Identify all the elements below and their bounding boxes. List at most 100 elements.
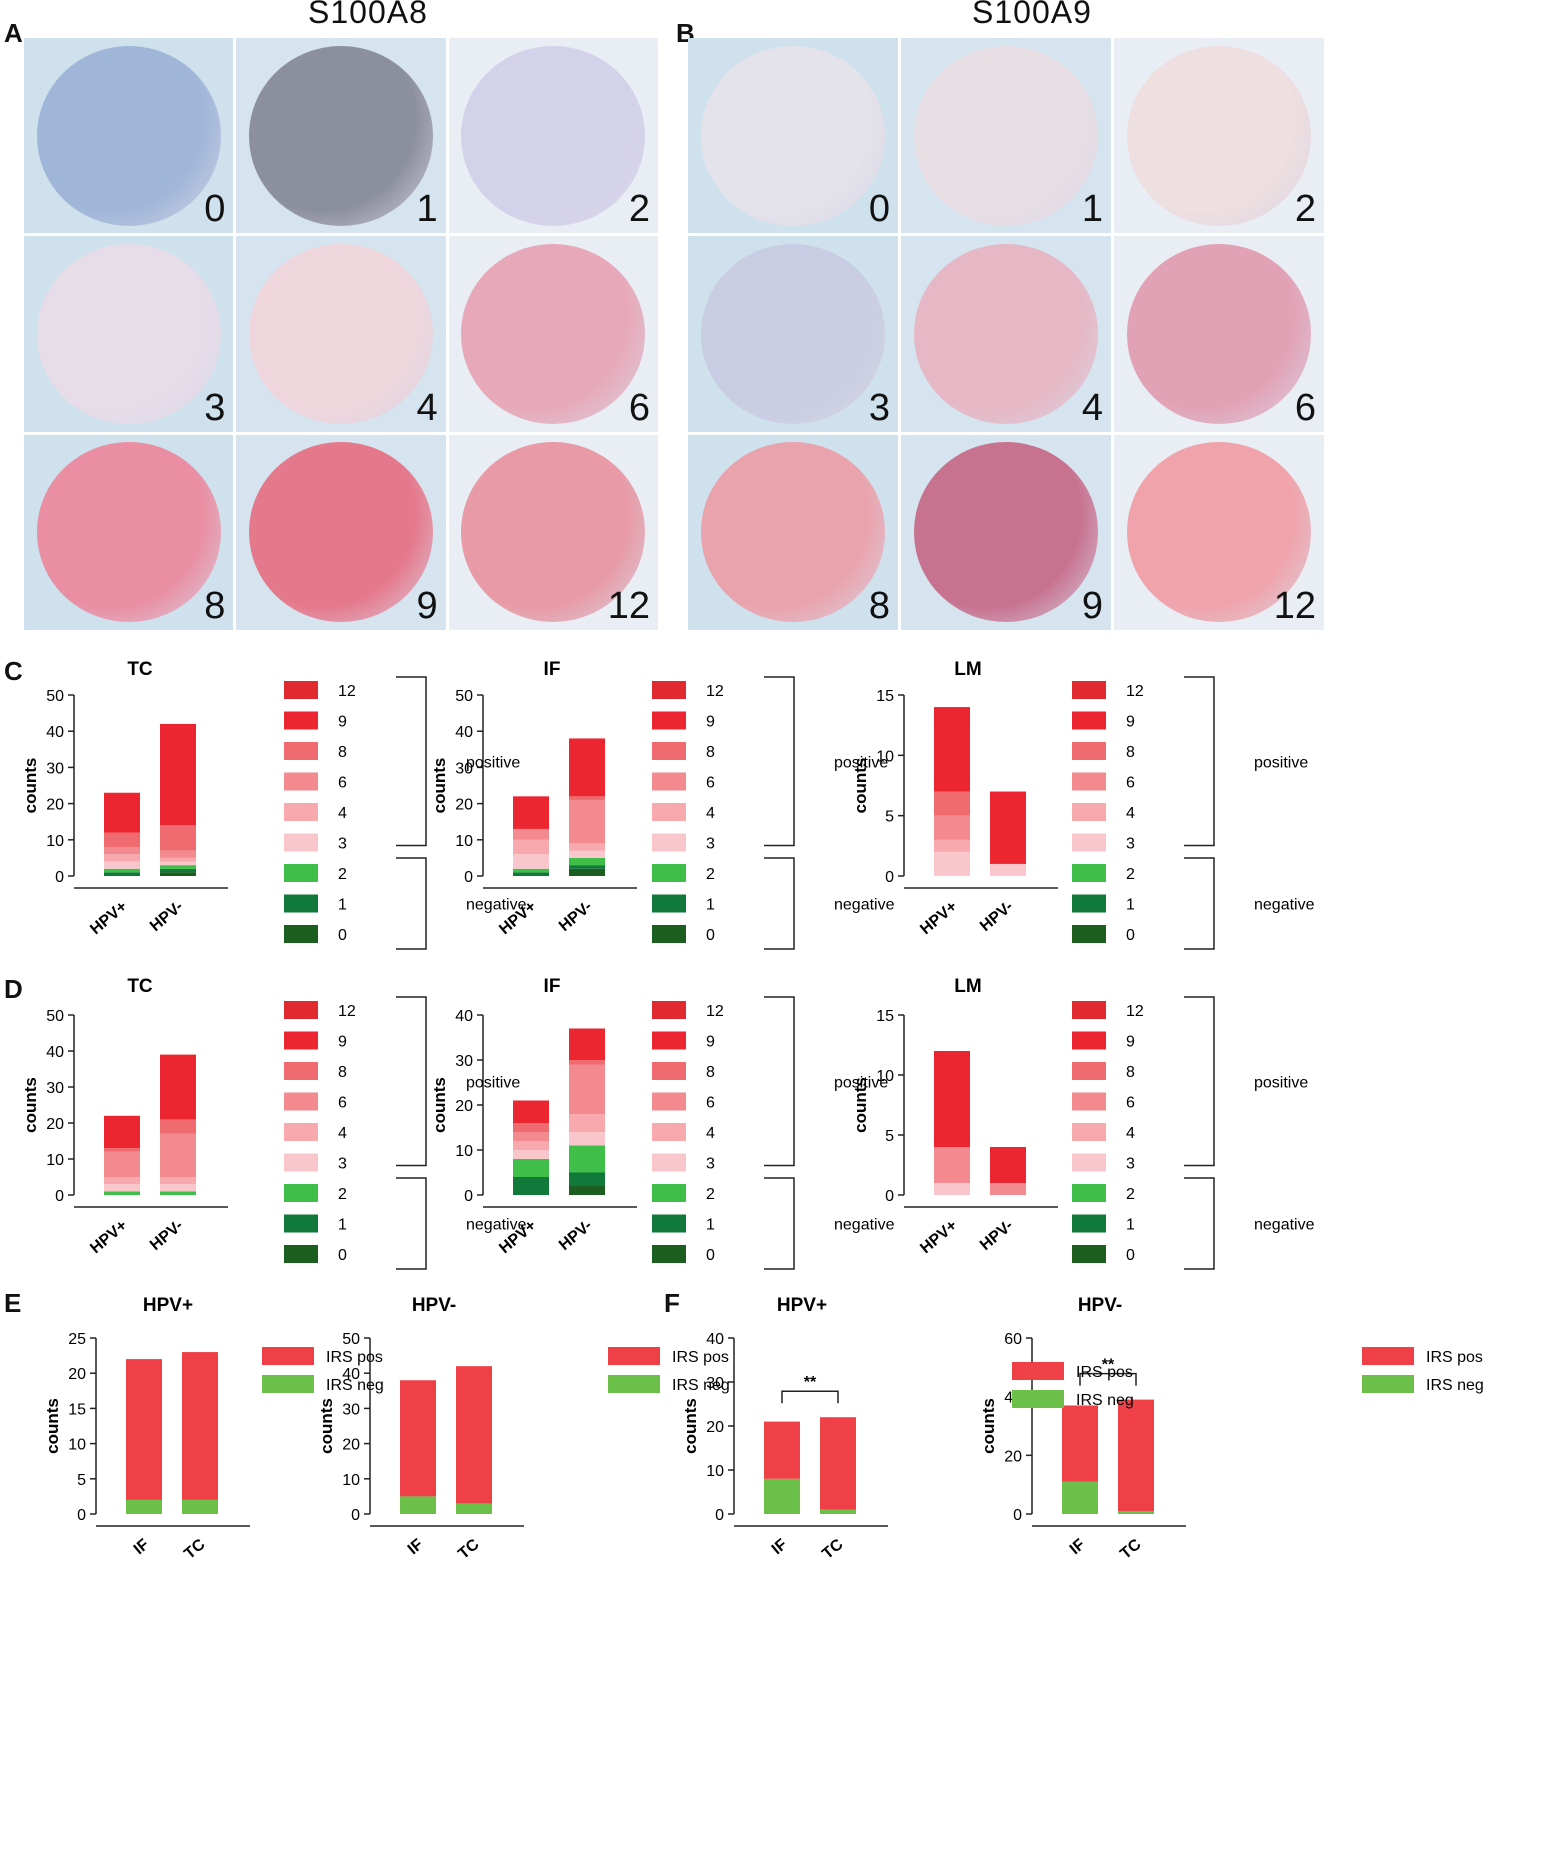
panel-a-tma-tile: 3	[24, 236, 234, 432]
panel-e-y-tick-label: 30	[342, 1401, 360, 1418]
panel-f-category-label: IF	[1067, 1536, 1089, 1558]
panel-b-tma-tile: 12	[1114, 434, 1324, 630]
panel-c-bar-segment	[160, 825, 196, 851]
panel-d-y-axis-label: counts	[430, 1077, 449, 1133]
panel-c-bar-segment	[513, 872, 549, 876]
panel-d-legend-swatch	[1072, 1153, 1106, 1172]
panel-c-category-label: HPV+	[87, 898, 130, 938]
panel-d-legend-swatch	[284, 1123, 318, 1141]
panel-e-y-axis-label: counts	[43, 1398, 62, 1454]
panel-d-bar-segment	[513, 1159, 549, 1177]
panel-f-y-tick-label: 20	[1004, 1448, 1022, 1465]
panel-c-category-label: HPV-	[147, 898, 187, 935]
panel-c-legend-label: 6	[1126, 775, 1135, 792]
panel-a-tissue-core-image	[248, 45, 434, 226]
panel-d-bar-segment	[104, 1115, 140, 1149]
panel-e-legend-swatch-irs-neg	[262, 1375, 314, 1393]
panel-b-tma-tile: 0	[688, 38, 898, 234]
panel-c-legend-swatch	[652, 681, 686, 699]
panel-c-y-tick-label: 20	[455, 797, 473, 814]
panel-c-bar-segment	[104, 792, 140, 833]
panel-d-bar-segment	[569, 1028, 605, 1060]
panel-d-category-label: HPV-	[977, 1217, 1017, 1254]
panel-a-marker-title: S100A8	[308, 0, 428, 30]
panel-d-bar-segment	[990, 1183, 1026, 1195]
panel-d-positive-bracket	[764, 996, 795, 1167]
panel-d-bar-segment	[934, 1183, 970, 1195]
panel-a-tma-tile: 0	[24, 38, 234, 234]
panel-d-legend-label: 9	[1126, 1034, 1135, 1051]
panel-c-legend-label: 8	[338, 744, 347, 761]
panel-c-chart-title: LM	[954, 659, 981, 680]
panel-e-legend-label-irs-pos: IRS pos	[672, 1349, 729, 1366]
panel-d-y-tick-label: 40	[46, 1044, 64, 1061]
panel-a-tma-tile: 9	[236, 434, 446, 630]
panel-a-irs-score-label: 12	[607, 584, 650, 627]
panel-b-tma-tile: 1	[901, 38, 1111, 234]
panel-d-legend-label: 9	[338, 1034, 347, 1051]
panel-d-bar-segment	[569, 1186, 605, 1195]
panel-f-y-tick-label: 0	[1013, 1507, 1022, 1524]
panel-a-tma-tile: 2	[448, 38, 658, 234]
panel-c-y-tick-label: 40	[455, 724, 473, 741]
panel-e-y-tick-label: 15	[68, 1401, 86, 1418]
panel-c-bar-segment	[160, 872, 196, 876]
panel-d-category-label: HPV+	[87, 1217, 130, 1257]
panel-d-bar-segment	[160, 1177, 196, 1185]
panel-d-negative-label: negative	[1254, 1217, 1315, 1234]
panel-b-tissue-core-image	[1126, 45, 1312, 226]
panel-d-legend-swatch	[284, 1092, 318, 1111]
panel-d-legend-label: 0	[1126, 1247, 1135, 1264]
panel-d-bar-segment	[513, 1150, 549, 1159]
panel-c-bar-segment	[934, 791, 970, 816]
panel-e-legend-swatch-irs-pos	[608, 1347, 660, 1365]
panel-c-bar-segment	[569, 738, 605, 797]
panel-c-bar-segment	[104, 861, 140, 869]
panel-c-bar-segment	[569, 799, 605, 844]
panel-c-legend-label: 3	[338, 836, 347, 853]
panel-b-tma-tile: 4	[901, 236, 1111, 432]
panel-d-bar-segment	[934, 1051, 970, 1147]
panel-f-y-axis-label: counts	[681, 1398, 700, 1454]
panel-d-bar-segment	[160, 1184, 196, 1192]
panel-b-tissue-core-image	[700, 45, 886, 226]
panel-letter-e: E	[4, 1288, 22, 1318]
panel-d-legend-swatch	[284, 1214, 318, 1233]
panel-c-negative-bracket	[1184, 857, 1215, 950]
panel-d-legend-swatch	[1072, 1031, 1106, 1050]
panel-d-chart-title: IF	[544, 976, 561, 997]
panel-f-y-tick-label: 60	[1004, 1331, 1022, 1348]
panel-d-positive-bracket	[1184, 996, 1215, 1167]
panel-d-legend-label: 8	[706, 1064, 715, 1081]
panel-c-legend-swatch	[1072, 711, 1106, 730]
panel-c-legend-swatch	[284, 681, 318, 699]
panel-e-bar-segment	[400, 1380, 436, 1497]
panel-d-legend-swatch	[652, 1184, 686, 1202]
panel-f-bar-segment	[1118, 1511, 1154, 1514]
panel-c-y-axis-label: counts	[851, 758, 870, 814]
panel-d-negative-label: negative	[466, 1217, 527, 1234]
panel-d-legend-swatch	[284, 1245, 318, 1263]
panel-b-tissue-core-image	[913, 244, 1099, 424]
panel-d-chart-title: TC	[127, 976, 153, 997]
panel-letter-d: D	[4, 974, 23, 1004]
panel-d-legend-swatch	[652, 1062, 686, 1080]
panel-c-legend-label: 9	[338, 714, 347, 731]
panel-e-bar-segment	[400, 1496, 436, 1514]
panel-c-legend-label: 8	[1126, 744, 1135, 761]
panel-e-y-tick-label: 50	[342, 1331, 360, 1348]
panel-a-tma-tile: 6	[448, 236, 658, 432]
panel-d-legend-swatch	[652, 1092, 686, 1111]
panel-letter-c: C	[4, 656, 23, 686]
panel-e-y-tick-label: 5	[77, 1472, 86, 1489]
panel-c-legend-label: 1	[706, 897, 715, 914]
panel-d-legend-label: 8	[338, 1064, 347, 1081]
panel-d-legend-swatch	[284, 1184, 318, 1202]
panel-c-bar-segment	[569, 850, 605, 858]
panel-c-bar-segment	[160, 857, 196, 862]
panel-d-legend-label: 2	[1126, 1186, 1135, 1203]
panel-c-legend-label: 2	[706, 866, 715, 883]
panel-e-y-axis-label: counts	[317, 1398, 336, 1454]
panel-f-bar-segment	[1062, 1481, 1098, 1514]
panel-c-legend-swatch	[284, 864, 318, 882]
